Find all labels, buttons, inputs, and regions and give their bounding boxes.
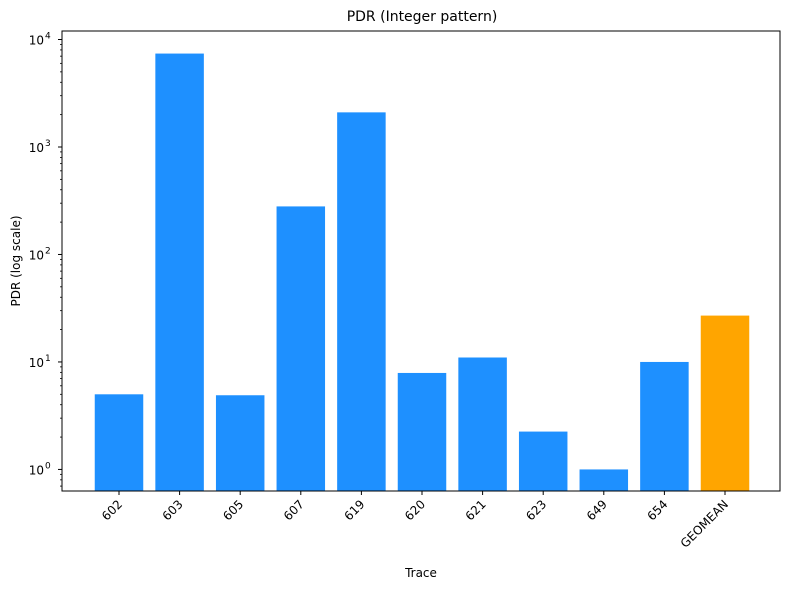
y-tick-exponent: 1 [45,354,51,364]
bar-621 [458,357,507,491]
bar-geomean [700,315,750,491]
bar-607 [276,206,326,491]
x-axis-label: Trace [404,566,437,580]
y-tick-label: 10 [29,248,44,262]
y-tick-exponent: 4 [45,32,51,42]
bar-649 [579,469,629,491]
chart-title: PDR (Integer pattern) [347,9,498,25]
plot-frame [61,30,781,492]
y-tick-label: 10 [29,463,44,477]
bar-605 [215,395,265,491]
bar-602 [94,394,144,491]
bars-group [94,53,750,491]
y-tick-exponent: 3 [45,139,51,149]
y-tick-label: 10 [29,34,44,48]
y-tick-label: 10 [29,356,44,370]
y-tick-label: 10 [29,141,44,155]
bar-619 [337,112,386,491]
bar-620 [397,372,447,491]
y-tick-exponent: 2 [45,246,51,256]
bar-654 [640,361,689,491]
y-axis-label: PDR (log scale) [9,215,23,306]
y-tick-exponent: 0 [45,461,51,471]
bar-623 [518,431,568,491]
bar-603 [155,53,204,491]
